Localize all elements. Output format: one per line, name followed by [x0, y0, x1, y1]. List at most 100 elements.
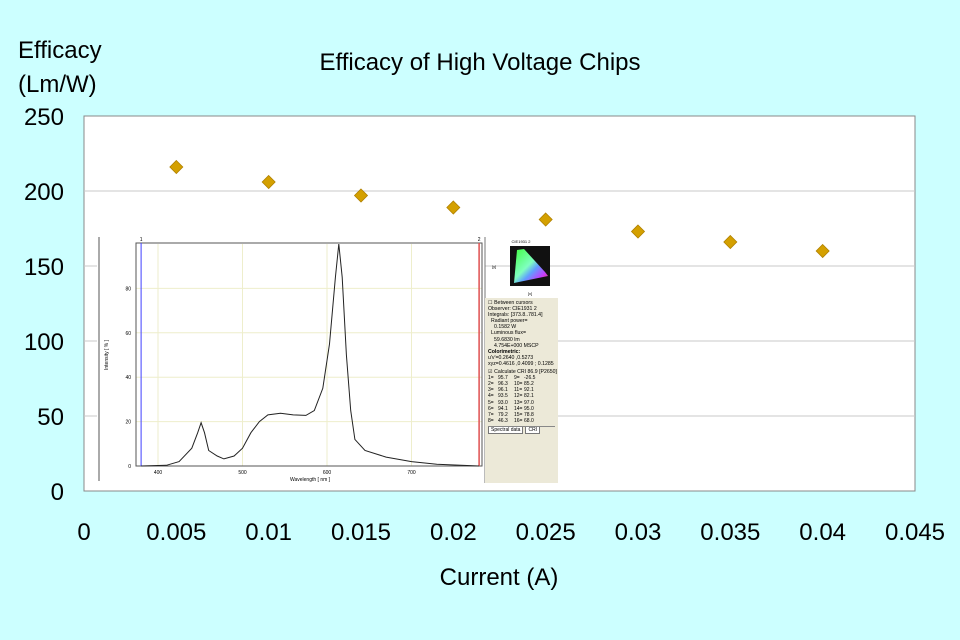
x-tick-label: 0.035 — [700, 519, 760, 546]
cri-cell: 68.0 — [524, 417, 534, 424]
x-tick-label: 0.005 — [146, 519, 206, 546]
cri-cell: 14= — [514, 405, 523, 412]
x-tick-label: 0.015 — [331, 519, 391, 546]
cie-x-label: [x] — [528, 291, 532, 296]
data-point — [261, 174, 276, 190]
data-point — [723, 234, 738, 250]
cie-gamut — [514, 249, 548, 283]
cri-cell: 78.8 — [524, 411, 534, 418]
luminous-flux-value: 59.6830 lm — [494, 336, 520, 343]
y-axis-label-line2: (Lm/W) — [18, 71, 97, 98]
inset-x-tick: 400 — [154, 470, 163, 476]
between-cursors-checkbox[interactable]: ☐ Between cursors — [488, 300, 533, 306]
cri-cell: 93.5 — [498, 393, 508, 400]
tab-cri[interactable]: CRI — [525, 426, 541, 434]
y-tick-label: 0 — [51, 479, 64, 506]
data-point — [815, 243, 830, 259]
cri-cell: 95.0 — [524, 405, 534, 412]
cri-cell: 82.1 — [524, 393, 534, 400]
radiant-power-label: Radiant power= — [491, 318, 528, 325]
cie-y-label: [y] — [492, 264, 496, 269]
y-axis-label-line1: Efficacy — [18, 37, 102, 64]
inset-y-tick: 40 — [125, 375, 131, 381]
cri-cell: 79.2 — [498, 411, 508, 418]
cri-cell: 16= — [514, 417, 523, 424]
cie-diagram: CIE1931 2 [x] [y] — [484, 237, 550, 483]
observer: Observer: CIE1931 2 — [488, 306, 537, 313]
mscp-value: 4.754E+000 MSCP — [494, 342, 539, 349]
radiant-power-value: 0.1582 W — [494, 324, 517, 331]
cri-cell: 92.1 — [524, 387, 534, 394]
y-tick-label: 100 — [24, 329, 64, 356]
cri-cell: 13= — [514, 399, 523, 406]
x-tick-label: 0.04 — [799, 519, 846, 546]
cri-cell: 3= — [488, 387, 494, 394]
x-tick-label: 0.025 — [516, 519, 576, 546]
inset-x-tick: 700 — [407, 470, 416, 476]
inset-y-label: Intensity [ % ] — [104, 339, 110, 370]
chart-title: Efficacy of High Voltage Chips — [319, 49, 640, 76]
data-point — [630, 224, 646, 239]
cri-cell: 7= — [488, 411, 494, 418]
cri-cell: 97.0 — [524, 399, 534, 406]
luminous-flux-label: Luminous flux= — [491, 330, 527, 337]
inset-y-tick: 20 — [125, 420, 131, 426]
cri-cell: 96.3 — [498, 381, 508, 388]
cursor-1-label: 1 — [140, 237, 143, 243]
inset-x-tick: 500 — [238, 470, 247, 476]
cri-cell: 11= — [514, 387, 523, 394]
spectrometer-results-panel: ☐ Between cursors Observer: CIE1931 2 In… — [485, 298, 558, 483]
cri-cell: 6= — [488, 405, 494, 412]
data-point — [538, 212, 553, 227]
cri-table: 1= 95.7 9= -26.5 2= 96.3 10= 85.2 3= 96.1 11= 92.1 4… — [488, 375, 555, 424]
cri-cell: 15= — [514, 411, 523, 418]
cri-cell: 12= — [514, 393, 523, 400]
inset-y-tick: 0 — [128, 464, 131, 470]
cri-cell: 95.7 — [498, 375, 508, 382]
data-point — [446, 200, 461, 215]
cri-cell: 1= — [488, 375, 494, 382]
between-cursors-label: Between cursors — [494, 300, 533, 306]
cursor-2-label: 2 — [478, 237, 481, 243]
cri-cell: 46.3 — [498, 417, 508, 424]
data-point — [169, 159, 184, 175]
inset-x-tick: 600 — [323, 470, 332, 476]
y-tick-label: 150 — [24, 254, 64, 281]
spectrum-inset: 1 2 400 500 600 700 0 20 40 60 80 Wavelength [ nm ]… — [97, 237, 550, 483]
integrals: Integrals: [373.8..781.4] — [488, 312, 543, 319]
cri-cell: 93.0 — [498, 399, 508, 406]
y-tick-label: 50 — [37, 404, 64, 431]
cri-cell: 85.2 — [524, 381, 534, 388]
cri-cell: 94.1 — [498, 405, 508, 412]
y-tick-label: 250 — [24, 104, 64, 131]
cri-cell: 4= — [488, 393, 494, 400]
panel-tabs: Spectral data CRI — [488, 425, 555, 434]
cri-cell: 8= — [488, 417, 494, 424]
inset-y-tick: 60 — [125, 331, 131, 337]
calculate-cri[interactable]: ☑ Calculate CRI 86.9 [P2650] — [488, 369, 557, 376]
data-point — [353, 188, 369, 203]
inset-x-label: Wavelength [ nm ] — [290, 477, 331, 483]
cri-cell: 5= — [488, 399, 494, 406]
colorimetric-label: Colorimetric: — [488, 348, 521, 355]
x-tick-label: 0 — [77, 519, 90, 546]
x-tick-label: 0.03 — [615, 519, 662, 546]
cri-cell: 10= — [514, 381, 523, 388]
inset-y-tick: 80 — [125, 286, 131, 292]
tab-spectral-data[interactable]: Spectral data — [488, 426, 524, 434]
cri-cell: -26.5 — [524, 375, 536, 382]
x-tick-label: 0.02 — [430, 519, 477, 546]
cie-title: CIE1931 2 — [512, 239, 532, 244]
cri-cell: 2= — [488, 381, 494, 388]
inset-plot-frame — [135, 242, 483, 467]
x-tick-label: 0.045 — [885, 519, 945, 546]
cri-cell: 96.1 — [498, 387, 508, 394]
y-tick-label: 200 — [24, 179, 64, 206]
x-axis-label: Current (A) — [440, 564, 559, 591]
uv-value: u'v'=0.2640 ,0.5273 — [488, 354, 534, 361]
x-tick-label: 0.01 — [245, 519, 292, 546]
inset-background — [97, 237, 485, 483]
spectrum-curve — [141, 243, 480, 467]
cri-cell: 9= — [514, 375, 520, 382]
